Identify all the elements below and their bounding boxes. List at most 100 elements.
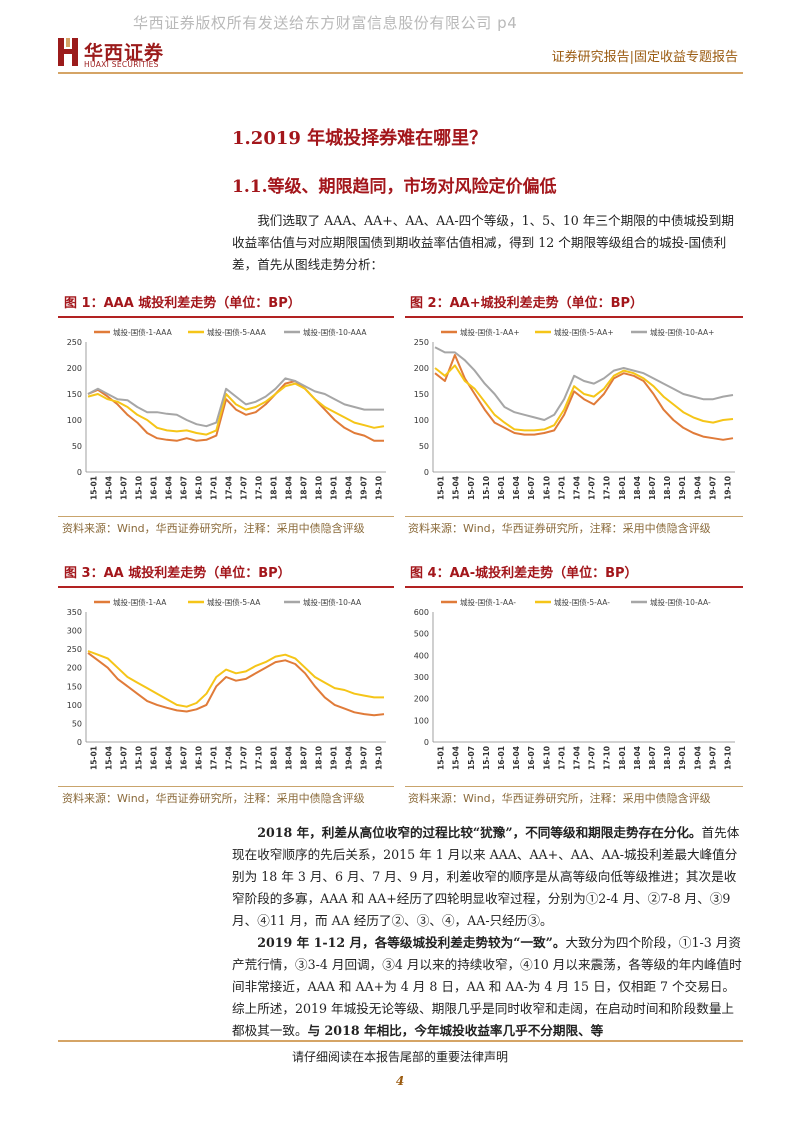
x-tick-label: 19-07 (360, 476, 369, 500)
intro-paragraph: 我们选取了 AAA、AA+、AA、AA-四个等级，1、5、10 年三个期限的中债… (232, 213, 734, 272)
figure-4-bottom-rule (405, 786, 743, 787)
x-tick-label: 16-01 (150, 476, 159, 500)
x-tick-label: 15-07 (120, 746, 129, 770)
x-tick-label: 18-07 (648, 746, 657, 770)
x-tick-label: 18-10 (663, 476, 672, 500)
x-tick-label: 19-01 (678, 746, 687, 770)
legend-label: 城投-国债-1-AA (113, 597, 167, 607)
x-tick-label: 16-07 (527, 476, 536, 500)
x-tick-label: 15-07 (120, 476, 129, 500)
paragraph-2018-lead: 2018 年，利差从高位收窄的过程比较“犹豫”，不同等级和期限走势存在分化。 (257, 825, 702, 840)
y-tick-label: 300 (414, 673, 429, 682)
x-tick-label: 16-01 (497, 476, 506, 500)
y-tick-label: 0 (77, 738, 82, 747)
x-tick-label: 15-10 (135, 476, 144, 500)
section-heading: 1.2019 年城投择券难在哪里？ (232, 128, 488, 149)
x-tick-label: 16-01 (150, 746, 159, 770)
figure-2-source: 资料来源：Wind，华西证券研究所，注释：采用中债隐含评级 (408, 522, 711, 535)
x-tick-label: 15-01 (437, 476, 446, 500)
x-tick-label: 17-01 (210, 476, 219, 500)
x-tick-label: 17-04 (572, 476, 581, 500)
x-tick-label: 16-07 (180, 476, 189, 500)
figure-3-rule (58, 586, 394, 588)
logo-subtext: HUAXI SECURITIES (84, 60, 159, 69)
x-tick-label: 18-04 (285, 746, 294, 770)
x-tick-label: 18-07 (300, 746, 309, 770)
x-tick-label: 17-04 (225, 746, 234, 770)
x-tick-label: 19-10 (375, 476, 384, 500)
x-tick-label: 18-01 (270, 476, 279, 500)
y-tick-label: 50 (72, 442, 82, 451)
logo-icon (58, 38, 78, 66)
legend-label: 城投-国债-1-AAA (113, 327, 173, 337)
figure-3-title: 图 3：AA 城投利差走势（单位：BP） (64, 566, 291, 581)
x-tick-label: 16-04 (165, 476, 174, 500)
legend-label: 城投-国债-5-AAA (207, 327, 267, 337)
x-tick-label: 16-10 (195, 746, 204, 770)
legend-label: 城投-国债-1-AA- (460, 597, 516, 607)
figure-4-source: 资料来源：Wind，华西证券研究所，注释：采用中债隐含评级 (408, 792, 711, 805)
x-tick-label: 16-10 (542, 746, 551, 770)
page-number: 4 (395, 1074, 405, 1088)
legend-label: 城投-国债-5-AA- (554, 597, 610, 607)
series-line (87, 652, 385, 717)
x-tick-label: 15-01 (437, 746, 446, 770)
series-line (434, 346, 734, 421)
x-tick-label: 15-04 (452, 746, 461, 770)
y-tick-label: 150 (67, 682, 82, 691)
y-tick-label: 200 (67, 664, 82, 673)
x-tick-label: 19-10 (723, 476, 732, 500)
x-tick-label: 17-10 (603, 476, 612, 500)
paragraph-2019: 2019 年 1-12 月，各等级城投利差走势较为“一致”。大致分为四个阶段，①… (232, 932, 743, 1042)
figure-3-bottom-rule (58, 786, 394, 787)
x-tick-label: 17-04 (225, 476, 234, 500)
y-tick-label: 200 (414, 364, 429, 373)
x-tick-label: 19-10 (723, 746, 732, 770)
legend-label: 城投-国债-1-AA+ (460, 327, 520, 337)
y-tick-label: 250 (414, 338, 429, 347)
y-tick-label: 100 (414, 416, 429, 425)
footer-divider (58, 1040, 743, 1042)
report-type-label: 证券研究报告|固定收益专题报告 (551, 50, 738, 65)
x-tick-label: 18-04 (633, 476, 642, 500)
header-divider (58, 72, 743, 74)
y-tick-label: 100 (67, 701, 82, 710)
x-tick-label: 19-04 (345, 746, 354, 770)
x-tick-label: 19-04 (345, 476, 354, 500)
x-tick-label: 17-07 (240, 746, 249, 770)
x-tick-label: 16-07 (527, 746, 536, 770)
x-tick-label: 15-01 (90, 746, 99, 770)
legend-label: 城投-国债-5-AA (207, 597, 261, 607)
x-tick-label: 18-04 (633, 746, 642, 770)
x-tick-label: 16-04 (512, 476, 521, 500)
y-tick-label: 200 (67, 364, 82, 373)
x-tick-label: 16-04 (512, 746, 521, 770)
y-tick-label: 250 (67, 338, 82, 347)
figure-4-chart: 城投-国债-1-AA- 城投-国债-5-AA- 城投-国债-10-AA- 0 100 20… (414, 597, 735, 770)
x-tick-label: 17-07 (588, 746, 597, 770)
y-tick-label: 350 (67, 608, 82, 617)
x-tick-label: 19-01 (678, 476, 687, 500)
y-tick-label: 150 (414, 390, 429, 399)
paragraph-2019-lead: 2019 年 1-12 月，各等级城投利差走势较为“一致”。 (257, 935, 566, 950)
y-tick-label: 0 (424, 738, 429, 747)
y-tick-label: 100 (67, 416, 82, 425)
x-tick-label: 19-01 (330, 746, 339, 770)
figure-2-title: 图 2：AA+城投利差走势（单位：BP） (410, 296, 644, 311)
x-tick-label: 16-10 (542, 476, 551, 500)
figure-4-rule (405, 586, 743, 588)
x-tick-label: 17-07 (588, 476, 597, 500)
series-line (434, 354, 734, 441)
figure-2-bottom-rule (405, 516, 743, 517)
series-line (87, 377, 384, 428)
y-tick-label: 150 (67, 390, 82, 399)
x-tick-label: 18-07 (300, 476, 309, 500)
x-tick-label: 15-10 (482, 746, 491, 770)
watermark: 华西证券版权所有发送给东方财富信息股份有限公司 p4 (133, 14, 518, 32)
figure-4-title: 图 4：AA-城投利差走势（单位：BP） (410, 566, 638, 581)
series-line (87, 380, 384, 442)
x-tick-label: 17-10 (255, 476, 264, 500)
x-tick-label: 18-07 (648, 476, 657, 500)
x-tick-label: 16-07 (180, 746, 189, 770)
x-tick-label: 18-10 (315, 476, 324, 500)
